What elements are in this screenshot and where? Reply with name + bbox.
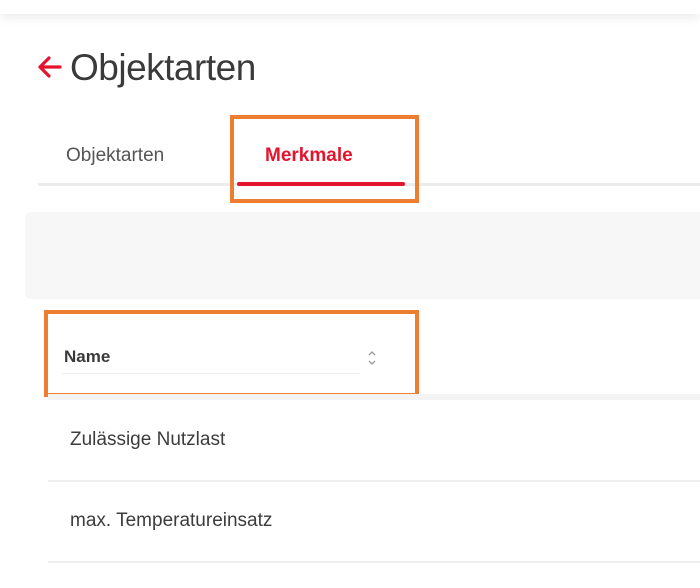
table-row[interactable]: max. Temperatureinsatz — [48, 481, 700, 563]
column-header-underline — [62, 373, 360, 374]
active-tab-indicator — [237, 182, 405, 186]
sort-icon[interactable] — [366, 347, 378, 369]
tab-merkmale[interactable]: Merkmale — [265, 145, 353, 166]
back-button[interactable] — [34, 50, 64, 84]
row-name: max. Temperatureinsatz — [70, 510, 273, 531]
table-header-bar — [48, 394, 700, 400]
highlight-box-column — [44, 310, 419, 397]
arrow-left-icon — [38, 56, 62, 78]
highlight-box-tab — [230, 115, 419, 203]
top-bar — [0, 0, 700, 14]
column-header-name[interactable]: Name — [64, 347, 111, 366]
page-title: Objektarten — [70, 47, 256, 88]
tab-objektarten[interactable]: Objektarten — [66, 145, 165, 166]
filter-panel — [25, 212, 700, 299]
row-name: Zulässige Nutzlast — [70, 429, 226, 450]
table-row[interactable]: Zulässige Nutzlast — [48, 400, 700, 482]
